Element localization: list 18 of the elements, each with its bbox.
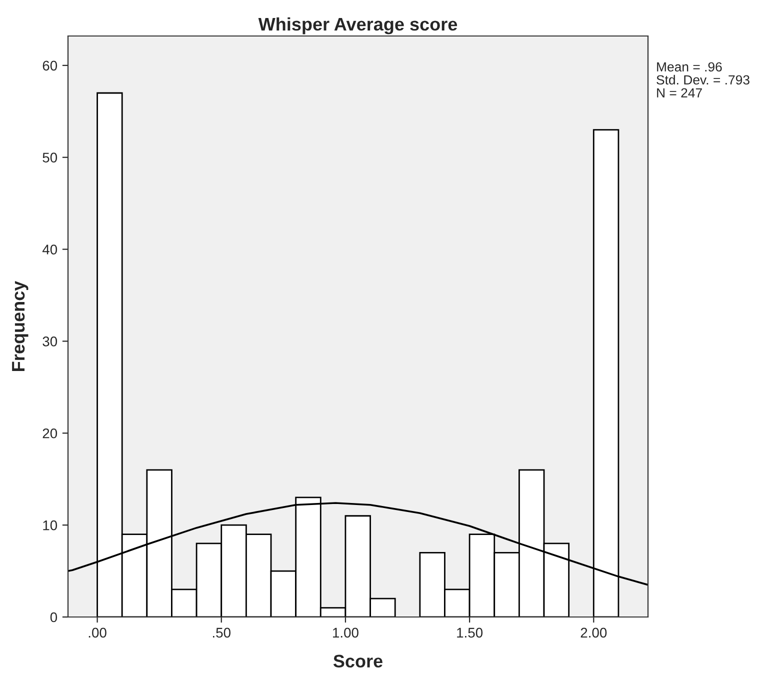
chart-title: Whisper Average score bbox=[258, 17, 458, 34]
y-tick-label: 10 bbox=[43, 520, 58, 530]
y-tick-label: 50 bbox=[42, 152, 58, 163]
x-tick-label: 2.00 bbox=[580, 628, 607, 638]
x-tick-label: 1.00 bbox=[333, 628, 358, 638]
y-tick-label: 20 bbox=[42, 428, 58, 438]
y-tick-label: 0 bbox=[50, 612, 58, 622]
x-tick-label: 1.50 bbox=[457, 628, 483, 638]
y-tick-label: 60 bbox=[42, 60, 58, 71]
x-axis-title: Score bbox=[333, 654, 382, 668]
x-tick-label: .50 bbox=[212, 628, 230, 638]
y-axis-title: Frequency bbox=[12, 280, 28, 371]
y-tick-label: 40 bbox=[42, 244, 58, 254]
x-tick-label: .00 bbox=[88, 628, 106, 638]
y-tick-label: 30 bbox=[42, 336, 58, 346]
text: Std. Dev. = .793 bbox=[656, 74, 750, 85]
text: N = 247 bbox=[657, 88, 702, 98]
text: Mean = .96 bbox=[657, 62, 722, 72]
